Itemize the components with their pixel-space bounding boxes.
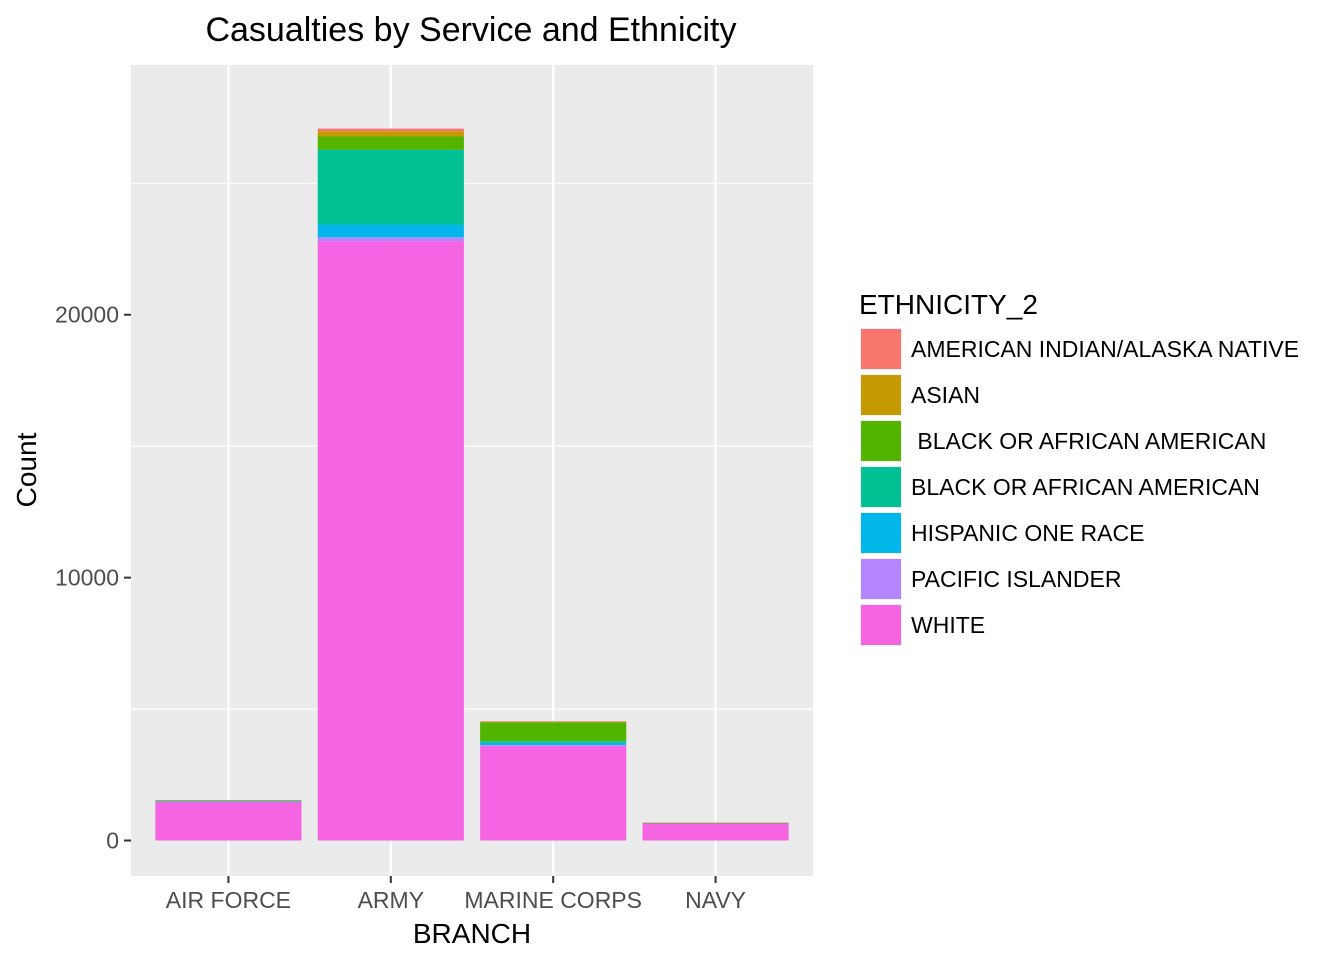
bar-air-force-hispanic-one-race xyxy=(155,801,302,802)
x-tick-label-marine-corps: MARINE CORPS xyxy=(464,887,642,913)
bar-army-black-or-african-american xyxy=(317,136,464,150)
y-axis: 0 10000 20000 xyxy=(55,302,131,854)
x-tick-label-navy: NAVY xyxy=(685,887,746,913)
y-tick-label: 10000 xyxy=(55,565,119,591)
bar-marine-corps-white xyxy=(480,745,627,841)
bar-air-force-white xyxy=(155,802,302,841)
legend-swatch-white xyxy=(861,605,901,645)
bar-marine-corps-hispanic-one-race xyxy=(480,742,627,746)
y-tick-label: 0 xyxy=(106,828,119,854)
legend-label-black-or-african-american: BLACK OR AFRICAN AMERICAN xyxy=(911,428,1266,454)
bar-army-black-or-african-american xyxy=(317,149,464,225)
bar-marine-corps-pacific-islander xyxy=(480,745,627,746)
legend-swatch-pacific-islander xyxy=(861,559,901,599)
legend-label-white: WHITE xyxy=(911,612,985,638)
legend-label-black-or-african-american: BLACK OR AFRICAN AMERICAN xyxy=(911,474,1260,500)
legend-label-american-indian-alaska-native: AMERICAN INDIAN/ALASKA NATIVE xyxy=(911,336,1299,362)
x-axis: AIR FORCE ARMY MARINE CORPS NAVY xyxy=(166,876,746,913)
legend-label-pacific-islander: PACIFIC ISLANDER xyxy=(911,566,1121,592)
bar-marine-corps-black-or-african-american xyxy=(480,722,627,742)
legend-swatch-american-indian-alaska-native xyxy=(861,329,901,369)
legend-swatch-asian xyxy=(861,375,901,415)
x-tick-label-army: ARMY xyxy=(358,887,424,913)
y-axis-title: Count xyxy=(11,432,42,507)
bar-air-force-black-or-african-american xyxy=(155,800,302,802)
y-tick-label: 20000 xyxy=(55,302,119,328)
chart-title: Casualties by Service and Ethnicity xyxy=(205,11,736,49)
bar-navy-white xyxy=(642,823,789,841)
legend-label-asian: ASIAN xyxy=(911,382,980,408)
bar-army-asian xyxy=(317,131,464,137)
legend-title: ETHNICITY_2 xyxy=(859,289,1038,320)
bar-marine-corps-asian xyxy=(480,721,627,723)
bar-air-force-pacific-islander xyxy=(155,801,302,803)
legend-swatch-hispanic-one-race xyxy=(861,513,901,553)
bar-army-white xyxy=(317,241,464,841)
bar-navy-american-indian-alaska-native xyxy=(642,822,789,824)
x-axis-title: BRANCH xyxy=(413,918,531,949)
bar-marine-corps-black-or-african-american xyxy=(480,741,627,743)
legend: ETHNICITY_2 AMERICAN INDIAN/ALASKA NATIV… xyxy=(859,289,1299,646)
bar-air-force-black-or-african-american xyxy=(155,800,302,802)
legend-swatch-black-or-african-american xyxy=(861,421,901,461)
bar-marine-corps-american-indian-alaska-native xyxy=(480,721,627,722)
bar-air-force-american-indian-alaska-native xyxy=(155,800,302,801)
bars-layer xyxy=(155,128,789,841)
bar-army-pacific-islander xyxy=(317,237,464,242)
bar-army-american-indian-alaska-native xyxy=(317,128,464,132)
bar-army-hispanic-one-race xyxy=(317,224,464,238)
plot-panel xyxy=(131,65,813,876)
legend-label-hispanic-one-race: HISPANIC ONE RACE xyxy=(911,520,1144,546)
x-tick-label-air-force: AIR FORCE xyxy=(166,887,291,913)
legend-swatch-black-or-african-american xyxy=(861,467,901,507)
